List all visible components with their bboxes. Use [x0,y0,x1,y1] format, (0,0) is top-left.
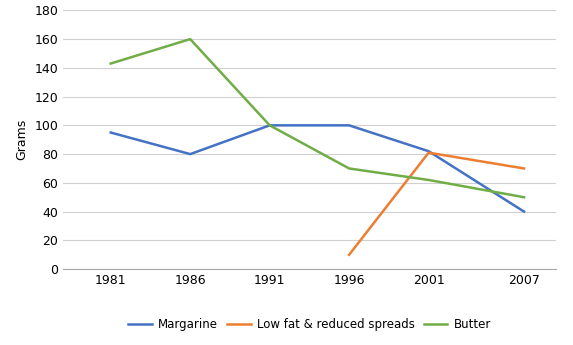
Y-axis label: Grams: Grams [15,119,29,160]
Legend: Margarine, Low fat & reduced spreads, Butter: Margarine, Low fat & reduced spreads, Bu… [123,313,496,336]
